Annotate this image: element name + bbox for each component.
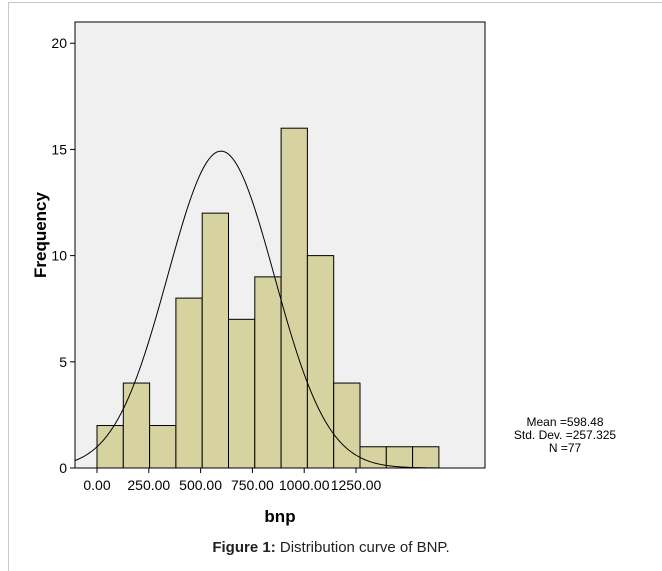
histogram-bar [385,446,414,469]
histogram-bar [96,425,124,469]
x-tick-label: 250.00 [127,477,170,493]
caption-text: Distribution curve of BNP. [275,539,450,556]
y-tick-label: 10 [51,248,67,264]
stat-n: N =77 [548,441,582,455]
histogram-chart: 0 5 10 15 20 0.00 250.00 500.00 750.00 1000.00 12… [31,21,486,526]
histogram-bar [254,276,282,469]
histogram-bar [333,382,361,469]
x-tick-label: 500.00 [179,477,222,493]
stat-mean: Mean =598.48 [526,415,604,429]
y-tick-label: 0 [59,460,67,476]
stat-std-dev: Std. Dev. =257.325 [513,428,617,442]
x-tick-label: 1000.00 [279,477,330,493]
y-axis-label: Frequency [31,191,50,278]
x-tick-label: 1250.00 [331,477,382,493]
figure-border-left [8,2,9,571]
plot-frame [74,21,486,469]
histogram-bar [201,212,229,469]
y-tick-label: 5 [59,354,67,370]
bars-group [96,127,440,469]
histogram-bar [149,425,177,469]
x-axis: 0.00 250.00 500.00 750.00 1000.00 1250.00 [83,468,382,493]
figure-caption: Figure 1: Distribution curve of BNP. [0,539,662,556]
y-axis: 0 5 10 15 20 [51,35,75,476]
histogram-bar [306,255,335,469]
histogram-bar [228,318,256,469]
histogram-bar [280,127,308,469]
x-axis-label: bnp [264,507,295,526]
caption-label: Figure 1: [212,539,276,556]
y-tick-label: 15 [51,141,67,157]
histogram-bar [122,382,151,469]
stats-legend: Mean =598.48 Std. Dev. =257.325 N =77 [505,416,625,455]
x-tick-label: 750.00 [231,477,274,493]
histogram-bar [175,297,203,469]
x-tick-label: 0.00 [83,477,110,493]
y-tick-label: 20 [51,35,67,51]
histogram-bar [412,446,440,469]
figure-border-top [8,2,662,3]
